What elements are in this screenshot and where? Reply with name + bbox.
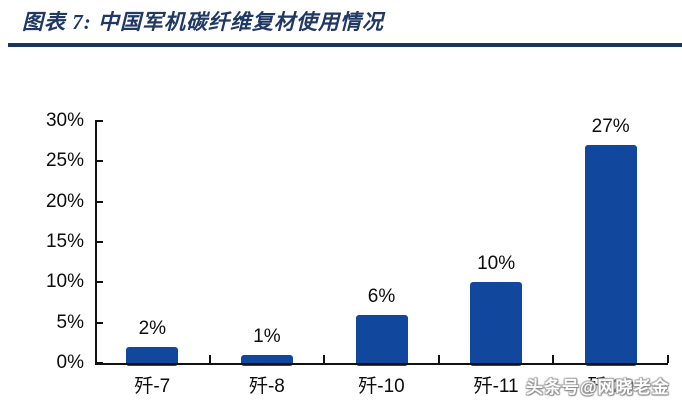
x-tick xyxy=(323,355,326,363)
bar-value-label: 10% xyxy=(477,253,516,275)
bar xyxy=(355,314,408,366)
bar xyxy=(584,145,637,366)
x-tick xyxy=(437,355,440,363)
y-tick xyxy=(95,160,103,163)
watermark: 头条号@网晓老金 xyxy=(526,378,670,397)
y-axis-line xyxy=(95,121,97,365)
y-tick xyxy=(95,241,103,243)
y-tick xyxy=(95,200,103,203)
bar xyxy=(240,354,293,366)
bar-value-label: 27% xyxy=(591,116,630,138)
y-axis-label: 10% xyxy=(45,271,84,293)
bar xyxy=(126,346,179,366)
bar-value-label: 2% xyxy=(138,317,167,339)
x-tick xyxy=(667,355,669,363)
y-axis-label: 5% xyxy=(56,311,84,333)
y-axis-label: 20% xyxy=(45,190,84,212)
y-axis-label: 25% xyxy=(45,150,84,172)
y-axis-label: 0% xyxy=(56,352,84,373)
bar xyxy=(470,282,523,366)
y-tick xyxy=(95,281,103,284)
y-axis-label: 30% xyxy=(45,110,84,131)
title-underline xyxy=(8,43,682,47)
y-axis-label: 15% xyxy=(45,231,84,252)
bar-value-label: 6% xyxy=(367,285,396,307)
x-axis-label: 歼-20 xyxy=(587,376,634,397)
x-axis-label: 歼-11 xyxy=(473,376,519,397)
x-tick xyxy=(552,355,555,363)
x-tick xyxy=(208,355,211,363)
bar-value-label: 1% xyxy=(253,325,281,347)
x-axis-label: 歼-8 xyxy=(248,376,285,397)
x-axis-label: 歼-10 xyxy=(358,376,405,397)
figure-title: 图表 7: 中国军机碳纤维复材使用情况 xyxy=(22,10,384,34)
x-axis-line xyxy=(95,363,668,365)
x-axis-label: 歼-7 xyxy=(134,376,171,397)
y-tick xyxy=(95,120,103,122)
y-tick xyxy=(95,321,103,324)
